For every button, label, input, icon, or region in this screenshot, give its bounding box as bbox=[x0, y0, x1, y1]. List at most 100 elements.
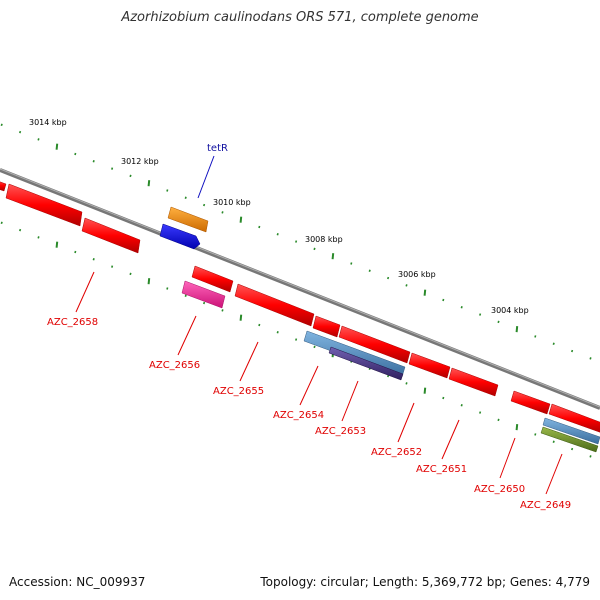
ruler-minor-tick bbox=[295, 338, 298, 341]
ruler-minor-tick bbox=[405, 382, 408, 385]
genome-backbone bbox=[0, 168, 600, 410]
ruler-minor-tick bbox=[479, 313, 482, 316]
tetr-feature bbox=[167, 206, 209, 233]
ruler-minor-tick bbox=[92, 258, 95, 261]
tick-label: 3014 kbp bbox=[29, 118, 67, 127]
ruler-major-tick bbox=[331, 253, 335, 260]
ruler-minor-tick bbox=[313, 247, 316, 251]
gene-pointer bbox=[177, 315, 197, 356]
tick-label: 3012 kbp bbox=[121, 157, 159, 166]
gene-pointer bbox=[75, 271, 95, 313]
gene-label: AZC_2653 bbox=[315, 426, 366, 437]
map-title: Azorhizobium caulinodans ORS 571, comple… bbox=[121, 10, 479, 25]
ruler-minor-tick bbox=[571, 349, 574, 353]
ruler-minor-tick bbox=[258, 225, 261, 229]
ruler-minor-tick bbox=[405, 284, 408, 287]
ruler-minor-tick bbox=[221, 309, 224, 312]
gene-labels: AZC_2658 AZC_2656 AZC_2655 AZC_2654 AZC_… bbox=[47, 317, 571, 511]
gene-label: AZC_2651 bbox=[416, 464, 467, 475]
ruler-major-tick bbox=[55, 143, 59, 150]
ruler-minor-tick bbox=[313, 345, 316, 349]
gene-pointer bbox=[299, 365, 319, 406]
ruler-minor-tick bbox=[19, 130, 22, 134]
ruler-minor-tick bbox=[129, 272, 132, 276]
tick-label: 3006 kbp bbox=[398, 270, 436, 279]
gene-pointer bbox=[545, 453, 563, 495]
olive-feature bbox=[540, 426, 599, 453]
cds-block bbox=[338, 325, 411, 364]
ruler-major-tick bbox=[55, 241, 59, 248]
ruler-dots-lower bbox=[0, 221, 592, 458]
ruler-major-tick bbox=[423, 289, 427, 296]
ruler-minor-tick bbox=[203, 301, 206, 305]
ruler-minor-tick bbox=[368, 269, 371, 272]
cds-block bbox=[510, 390, 551, 415]
ruler-minor-tick bbox=[184, 294, 187, 298]
ruler-minor-tick bbox=[552, 440, 555, 443]
ruler-minor-tick bbox=[387, 276, 390, 280]
gene-label: AZC_2650 bbox=[474, 484, 525, 495]
gene-pointer bbox=[499, 437, 516, 479]
tetr-pointer bbox=[197, 155, 215, 199]
ruler-minor-tick bbox=[129, 174, 132, 178]
cds-block bbox=[81, 217, 141, 254]
ruler-major-tick bbox=[515, 424, 519, 431]
ruler-minor-tick bbox=[111, 265, 114, 268]
genome-summary: Topology: circular; Length: 5,369,772 bp… bbox=[260, 575, 590, 589]
gene-pointer bbox=[239, 341, 259, 382]
tetr-label: tetR bbox=[207, 143, 228, 154]
cds-block bbox=[448, 367, 499, 397]
ruler-minor-tick bbox=[460, 306, 463, 309]
tick-label: 3004 kbp bbox=[491, 306, 529, 315]
ruler-minor-tick bbox=[460, 404, 463, 407]
cds-block bbox=[408, 352, 451, 379]
gene-pointers bbox=[75, 271, 563, 495]
gene-label: AZC_2656 bbox=[149, 360, 200, 371]
ruler-major-tick bbox=[515, 326, 519, 333]
ruler-minor-tick bbox=[350, 262, 353, 265]
purple-feature bbox=[328, 346, 404, 381]
ruler-minor-tick bbox=[442, 298, 445, 302]
gene-label: AZC_2649 bbox=[520, 500, 571, 511]
ruler-minor-tick bbox=[571, 447, 574, 451]
gene-label: AZC_2654 bbox=[273, 410, 324, 421]
ruler-minor-tick bbox=[92, 160, 95, 163]
gene-pointer bbox=[341, 380, 359, 422]
ruler-minor-tick bbox=[0, 123, 3, 127]
ruler-minor-tick bbox=[295, 240, 298, 243]
ruler-minor-tick bbox=[589, 357, 592, 360]
ruler-minor-tick bbox=[589, 455, 592, 458]
ruler-major-tick bbox=[147, 278, 151, 285]
ruler-minor-tick bbox=[166, 287, 169, 290]
ruler-minor-tick bbox=[497, 418, 500, 422]
ruler-minor-tick bbox=[479, 411, 482, 414]
ruler-minor-tick bbox=[184, 196, 187, 200]
feature-track bbox=[159, 206, 600, 453]
cds-block bbox=[312, 315, 341, 338]
ruler-minor-tick bbox=[166, 189, 169, 192]
ruler-minor-tick bbox=[258, 323, 261, 327]
ruler-dots-upper bbox=[0, 123, 592, 360]
ruler-minor-tick bbox=[534, 335, 537, 338]
ruler-minor-tick bbox=[203, 203, 206, 207]
tick-label: 3008 kbp bbox=[305, 235, 343, 244]
genome-backbone-highlight bbox=[0, 168, 600, 408]
gene-label: AZC_2652 bbox=[371, 447, 422, 458]
ruler-minor-tick bbox=[276, 331, 279, 334]
tick-labels: 3014 kbp 3012 kbp 3010 kbp 3008 kbp 3006… bbox=[29, 118, 529, 315]
ruler-minor-tick bbox=[534, 433, 537, 436]
ruler-minor-tick bbox=[37, 236, 40, 239]
ruler-minor-tick bbox=[276, 233, 279, 236]
ruler-minor-tick bbox=[221, 211, 224, 214]
cds-block bbox=[234, 283, 315, 327]
cds-block bbox=[191, 265, 234, 293]
blue-feature bbox=[159, 223, 201, 250]
tick-label: 3010 kbp bbox=[213, 198, 251, 207]
cds-block bbox=[0, 181, 7, 192]
ruler-minor-tick bbox=[74, 152, 77, 156]
pink-feature bbox=[181, 280, 226, 309]
ruler-major-tick bbox=[147, 180, 151, 187]
cds-block bbox=[548, 403, 600, 433]
